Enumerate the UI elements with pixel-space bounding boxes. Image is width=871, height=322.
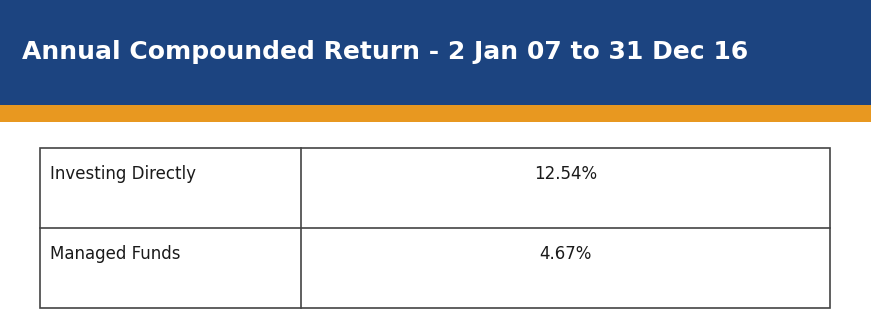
Bar (40, 148, 830, 308)
Text: Investing Directly: Investing Directly (51, 165, 197, 183)
Text: 4.67%: 4.67% (539, 245, 591, 263)
Bar (0, 105, 871, 122)
Text: 12.54%: 12.54% (534, 165, 597, 183)
Bar (0, 0, 871, 105)
Text: Managed Funds: Managed Funds (51, 245, 181, 263)
Text: Annual Compounded Return - 2 Jan 07 to 31 Dec 16: Annual Compounded Return - 2 Jan 07 to 3… (22, 41, 748, 64)
